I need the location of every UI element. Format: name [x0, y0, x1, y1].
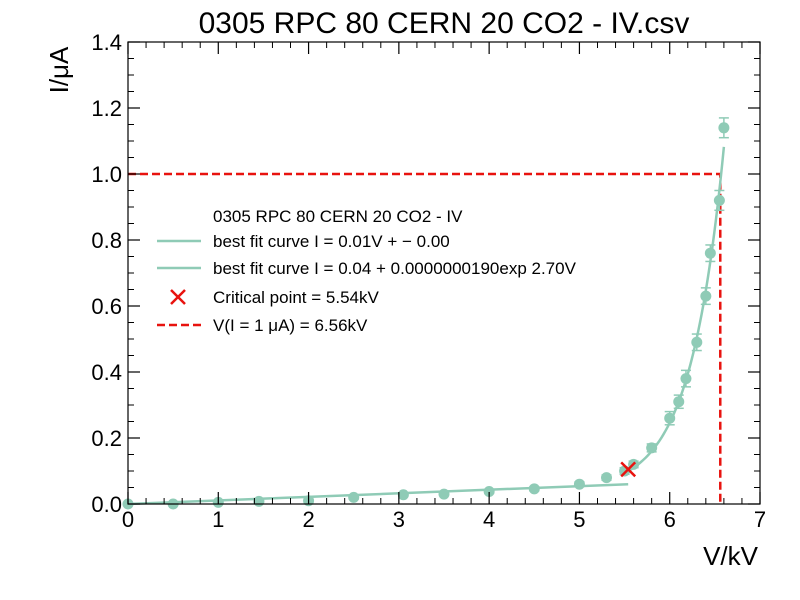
legend: 0305 RPC 80 CERN 20 CO2 - IV best fit cu… [157, 207, 577, 335]
fit-line-exp [627, 146, 726, 473]
data-point [680, 369, 692, 388]
y-tick-label: 0.2 [91, 426, 122, 451]
data-marker [397, 489, 409, 501]
x-tick-label: 3 [393, 507, 405, 532]
x-tick-label: 6 [664, 507, 676, 532]
data-point [704, 244, 716, 263]
y-tick-label: 0.8 [91, 228, 122, 253]
y-tick-label: 0.0 [91, 492, 122, 517]
data-marker [253, 495, 265, 507]
y-tick-label: 1.2 [91, 96, 122, 121]
data-marker [700, 290, 712, 302]
x-tick-label: 7 [754, 507, 766, 532]
data-point [673, 394, 685, 410]
data-point [691, 333, 703, 352]
y-axis-label: I/μA [44, 46, 74, 93]
x-tick-label: 4 [483, 507, 495, 532]
data-point [438, 488, 450, 500]
data-marker [718, 122, 730, 134]
data-marker [348, 491, 360, 503]
chart-title: 0305 RPC 80 CERN 20 CO2 - IV.csv [199, 7, 690, 40]
critical-stroke [620, 461, 637, 478]
data-marker [438, 488, 450, 500]
data-point [664, 410, 676, 426]
data-marker [680, 373, 692, 385]
data-marker [601, 472, 613, 484]
fit-line-linear [127, 482, 629, 506]
x-axis-label: V/kV [703, 541, 759, 571]
data-marker [483, 485, 495, 497]
legend-entry-data: 0305 RPC 80 CERN 20 CO2 - IV [213, 207, 463, 226]
data-point [601, 472, 613, 484]
y-tick-label: 0.4 [91, 360, 122, 385]
data-point [700, 287, 712, 306]
data-marker [673, 396, 685, 408]
x-tick-label: 0 [122, 507, 134, 532]
data-point [397, 489, 409, 501]
legend-entry-fit-exp: best fit curve I = 0.04 + 0.0000000190ex… [213, 259, 577, 278]
data-marker [528, 483, 540, 495]
data-marker [573, 478, 585, 490]
x-tick-label: 2 [302, 507, 314, 532]
x-tick-label: 5 [573, 507, 585, 532]
legend-entry-critical: Critical point = 5.54kV [213, 288, 379, 307]
legend-marker-critical-icon [170, 289, 186, 305]
legend-entry-threshold: V(I = 1 μA) = 6.56kV [213, 316, 368, 335]
y-tick-label: 1.4 [91, 30, 122, 55]
data-point [348, 491, 360, 503]
data-point [253, 495, 265, 507]
data-point [718, 117, 730, 139]
critical-point-marker [620, 461, 637, 478]
data-point [573, 478, 585, 490]
data-point [713, 189, 725, 212]
y-tick-label: 0.6 [91, 294, 122, 319]
data-marker [646, 442, 658, 454]
x-tick-label: 1 [212, 507, 224, 532]
data-point [528, 483, 540, 495]
y-tick-label: 1.0 [91, 162, 122, 187]
data-marker [691, 336, 703, 348]
data-point [646, 442, 658, 454]
data-point [483, 485, 495, 497]
legend-entry-fit-linear: best fit curve I = 0.01V + − 0.00 [213, 232, 450, 251]
data-marker [704, 247, 716, 259]
data-marker [713, 194, 725, 206]
data-marker [664, 412, 676, 424]
